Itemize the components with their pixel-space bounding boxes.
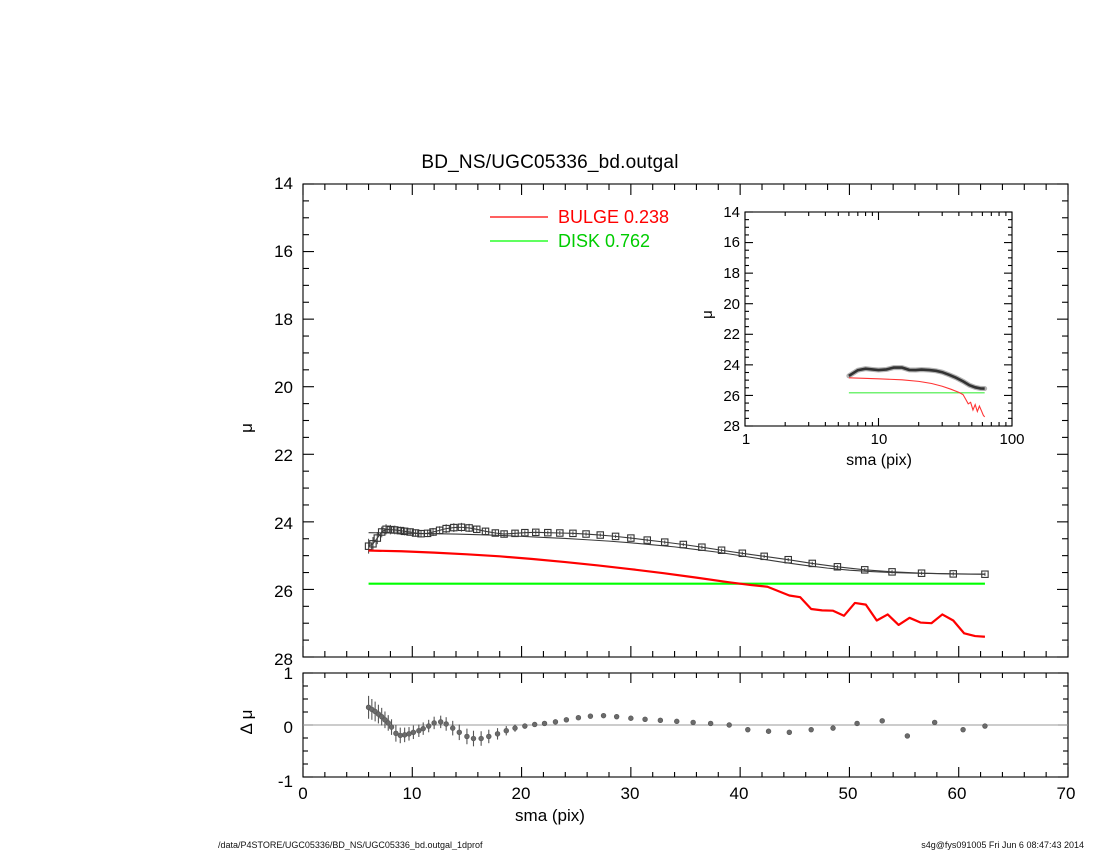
inset-ytick-22: 22	[723, 326, 740, 343]
xaxis-label: sma (pix)	[515, 806, 585, 825]
bulge-component-line	[368, 549, 986, 638]
xtick-10: 10	[402, 784, 422, 803]
main-ytick-28: 28	[274, 650, 293, 669]
xtick-30: 30	[620, 784, 640, 803]
main-ytick-26: 26	[274, 582, 293, 601]
inset-xtick-100: 100	[999, 431, 1025, 448]
legend-disk-label: DISK 0.762	[558, 231, 651, 251]
inset-xtick-1: 1	[741, 431, 751, 448]
main-panel-ticks	[302, 183, 1069, 658]
total-fit-line	[368, 532, 985, 575]
inset-ytick-16: 16	[723, 234, 740, 251]
inset-observed-line	[848, 366, 985, 390]
resid-yaxis-label: Δ μ	[237, 709, 256, 735]
inset-ytick-26: 26	[723, 388, 740, 405]
inset-ytick-18: 18	[723, 265, 740, 282]
inset-ytick-20: 20	[723, 296, 740, 313]
footer-user-timestamp: s4g@fys091005 Fri Jun 6 08:47:43 2014	[921, 840, 1084, 850]
main-ytick-22: 22	[274, 446, 293, 465]
xtick-0: 0	[298, 784, 308, 803]
inset-ytick-24: 24	[723, 357, 740, 374]
main-ytick-14: 14	[274, 174, 293, 193]
observed-profile-series	[364, 522, 989, 578]
main-yaxis-label: μ	[237, 423, 256, 433]
inset-xaxis-label: sma (pix)	[846, 452, 912, 469]
xtick-40: 40	[729, 784, 749, 803]
inset-xtick-10: 10	[870, 431, 888, 448]
main-ytick-18: 18	[274, 310, 293, 329]
page-title: BD_NS/UGC05336_bd.outgal	[421, 152, 679, 173]
legend-bulge-label: BULGE 0.238	[558, 207, 670, 227]
main-ytick-20: 20	[274, 378, 293, 397]
inset-yaxis-label-glyph: μ	[698, 310, 716, 319]
main-ytick-24: 24	[274, 514, 293, 533]
inset-ytick-28: 28	[723, 418, 740, 435]
inset-ytick-14: 14	[723, 204, 740, 221]
resid-ytick-neg1: -1	[277, 772, 293, 791]
residual-series	[365, 695, 988, 747]
inset-yaxis-label: μ	[694, 306, 720, 323]
inset-background	[745, 212, 1012, 426]
resid-ytick-0: 0	[283, 718, 293, 737]
inset-bulge-line	[848, 377, 986, 418]
main-ytick-16: 16	[274, 242, 293, 261]
inset-ticks	[744, 211, 1013, 427]
xtick-70: 70	[1056, 784, 1076, 803]
observed-connector-line	[368, 526, 985, 575]
xtick-20: 20	[511, 784, 531, 803]
xtick-50: 50	[838, 784, 858, 803]
xtick-60: 60	[947, 784, 967, 803]
footer-path: /data/P4STORE/UGC05336/BD_NS/UGC05336_bd…	[218, 840, 483, 850]
resid-ytick-1: 1	[283, 664, 293, 683]
